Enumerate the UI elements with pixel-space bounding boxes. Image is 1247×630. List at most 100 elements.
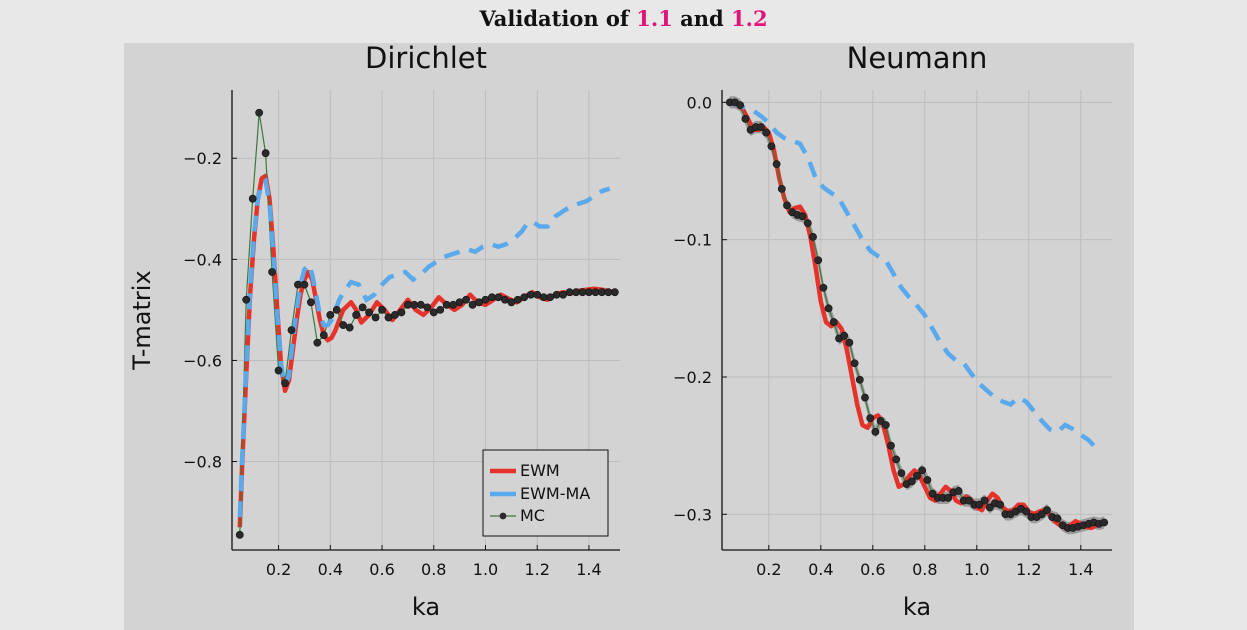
- mc-point: [907, 477, 916, 486]
- mc-point: [235, 530, 244, 539]
- equation-ref-2[interactable]: 1.2: [731, 6, 768, 31]
- mc-point: [881, 421, 890, 429]
- y-tick-label: −0.8: [183, 453, 222, 472]
- mc-point: [871, 428, 880, 436]
- x-tick-label: 0.2: [266, 560, 291, 579]
- mc-point: [358, 303, 367, 312]
- mc-point: [481, 295, 490, 304]
- subplot-neumann: 0.2 0.4 0.6 0.8 1.0 1.2 1.4 −0.3 −0.2 −0.1 0.0 Neum…: [673, 41, 1112, 621]
- mc-point: [578, 288, 587, 297]
- mc-point: [1100, 518, 1109, 527]
- mc-point: [928, 489, 937, 498]
- mc-point: [861, 393, 869, 402]
- mc-point: [546, 293, 555, 302]
- mc-point: [757, 123, 765, 131]
- mc-point: [287, 326, 296, 335]
- mc-point: [840, 331, 849, 340]
- mc-point: [429, 308, 438, 317]
- mc-point: [500, 295, 509, 304]
- mc-point: [526, 290, 535, 299]
- mc-point: [923, 476, 932, 484]
- mc-point: [520, 293, 529, 302]
- mc-point: [494, 293, 503, 302]
- mc-point: [319, 331, 328, 340]
- mc-point: [268, 268, 276, 276]
- mc-point: [552, 290, 561, 299]
- mc-point: [876, 417, 885, 425]
- x-tick-label: 0.8: [912, 560, 937, 579]
- mc-point: [1043, 506, 1051, 515]
- mc-point: [397, 308, 406, 317]
- legend: EWM EWM-MA MC: [482, 449, 609, 537]
- series-ewm-ma-line: [729, 100, 1096, 448]
- mc-point: [313, 338, 322, 347]
- x-tick-label: 0.6: [369, 560, 394, 579]
- mc-point: [274, 366, 283, 375]
- mc-point: [996, 500, 1005, 509]
- mc-point: [585, 288, 593, 297]
- figure-title: Validation of 1.1 and 1.2: [479, 6, 768, 31]
- y-tick-label: 0.0: [687, 93, 712, 112]
- mc-point: [1053, 514, 1062, 523]
- x-tick-label: 0.4: [318, 560, 343, 579]
- mc-point: [565, 288, 574, 297]
- mc-point: [436, 305, 445, 314]
- mc-point: [507, 298, 516, 307]
- mc-point: [339, 321, 348, 329]
- x-axis-label: ka: [903, 593, 931, 621]
- x-tick-label: 0.8: [421, 560, 446, 579]
- mc-point: [365, 308, 373, 317]
- x-tick-label: 1.0: [964, 560, 989, 579]
- x-tick-label: 1.2: [1016, 560, 1041, 579]
- mc-point: [803, 219, 812, 228]
- mc-point: [475, 298, 483, 307]
- mc-point: [572, 288, 580, 297]
- mc-point: [539, 293, 548, 302]
- legend-marker-mc: [499, 512, 507, 520]
- mc-point: [248, 194, 257, 203]
- mc-point: [809, 233, 817, 241]
- mc-point: [829, 318, 838, 326]
- mc-point: [866, 414, 875, 423]
- mc-point: [468, 300, 477, 309]
- mc-point: [814, 256, 823, 265]
- mc-point: [326, 311, 335, 319]
- x-tick-label: 0.6: [860, 560, 885, 579]
- series-mc-line: [729, 101, 1105, 529]
- mc-point: [332, 305, 341, 314]
- x-tick-label: 1.2: [525, 560, 550, 579]
- mc-point: [261, 149, 270, 158]
- y-tick-label: −0.2: [183, 149, 222, 168]
- mc-point: [300, 280, 309, 289]
- mc-point: [824, 304, 833, 313]
- mc-point: [455, 298, 464, 307]
- mc-point: [513, 295, 522, 304]
- y-tick-label: −0.3: [673, 505, 712, 524]
- mc-point: [352, 311, 361, 319]
- y-axis-label: T-matrix: [128, 270, 156, 370]
- legend-label-ewm: EWM: [520, 461, 560, 480]
- legend-label-mc: MC: [520, 506, 545, 525]
- series-ewm-line: [729, 100, 1107, 531]
- y-tick-label: −0.6: [183, 351, 222, 370]
- mc-point: [533, 290, 542, 299]
- mc-point: [371, 313, 380, 322]
- mc-point: [762, 128, 771, 137]
- mc-point: [980, 496, 989, 505]
- mc-point: [597, 288, 606, 297]
- subplot-title: Dirichlet: [365, 41, 487, 75]
- mc-point: [1037, 510, 1046, 519]
- mc-point: [772, 160, 781, 169]
- mc-point: [403, 300, 412, 309]
- mc-point: [954, 487, 963, 495]
- x-tick-label: 0.2: [756, 560, 781, 579]
- x-tick-label: 1.4: [1068, 560, 1093, 579]
- mc-point: [783, 201, 791, 210]
- mc-point: [741, 114, 750, 123]
- mc-point: [449, 300, 458, 309]
- equation-ref-1[interactable]: 1.1: [636, 6, 673, 31]
- mc-point: [1022, 507, 1031, 516]
- mc-point: [897, 469, 906, 478]
- mc-point: [242, 295, 251, 304]
